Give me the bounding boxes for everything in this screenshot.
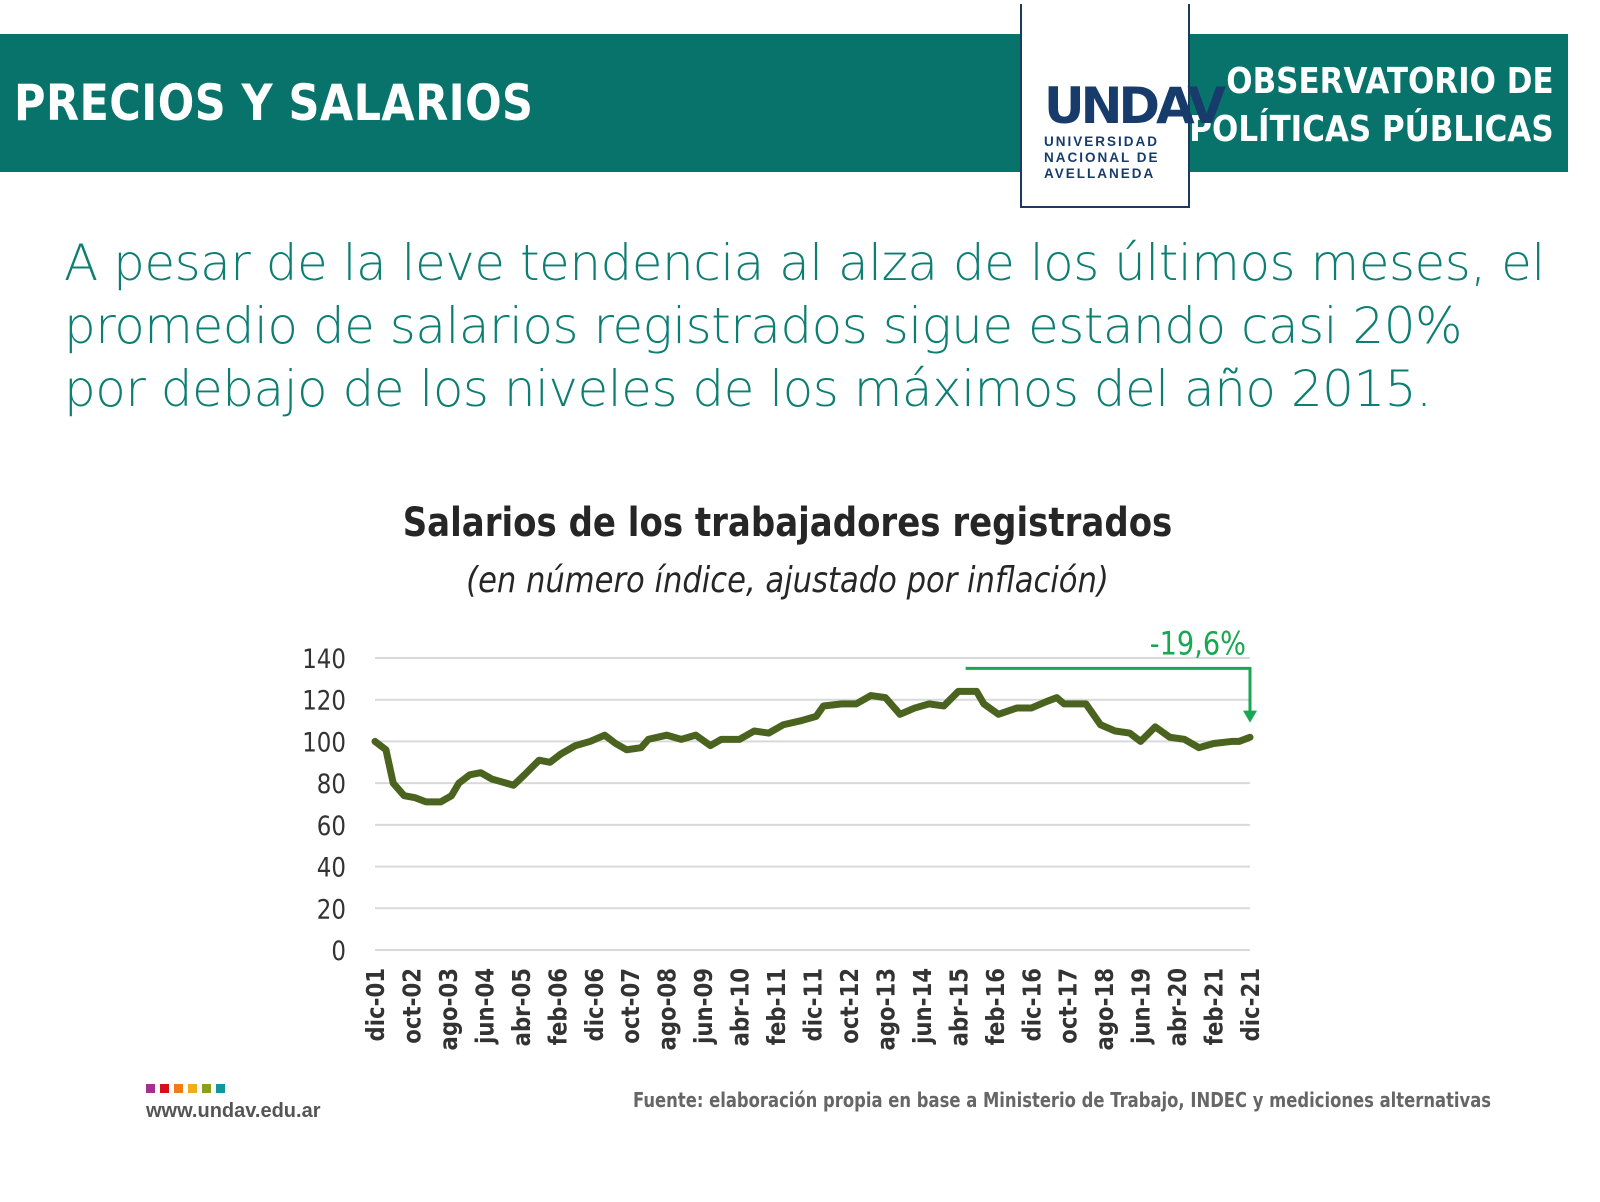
x-tick-label: ago-03 [434, 968, 463, 1051]
x-tick-label: dic-21 [1236, 968, 1265, 1041]
undav-logo: UNDAV UNIVERSIDAD NACIONAL DE AVELLANEDA [1020, 4, 1226, 208]
x-tick-label: jun-19 [1127, 968, 1156, 1045]
y-tick-label: 40 [317, 852, 346, 883]
x-tick-label: jun-04 [471, 968, 500, 1045]
website-link[interactable]: www.undav.edu.ar [146, 1100, 321, 1122]
logo-mark: UNDAV [1044, 77, 1226, 135]
x-tick-label: feb-21 [1200, 968, 1229, 1045]
x-tick-label: dic-11 [799, 968, 828, 1041]
x-tick-label: feb-16 [981, 968, 1010, 1045]
color-dot [146, 1084, 155, 1093]
color-dot [174, 1084, 183, 1093]
y-tick-label: 60 [317, 810, 346, 841]
x-tick-label: feb-06 [544, 968, 573, 1045]
y-tick-label: 20 [317, 894, 346, 925]
x-tick-label: abr-15 [945, 968, 974, 1046]
color-dot [202, 1084, 211, 1093]
color-dot [188, 1084, 197, 1093]
logo-line2: NACIONAL DE [1044, 150, 1160, 165]
arrow-down-icon [1243, 710, 1257, 723]
chart-subtitle: (en número índice, ajustado por inflació… [466, 560, 1109, 601]
y-tick-label: 0 [331, 935, 346, 966]
x-tick-label: ago-13 [872, 968, 901, 1051]
x-tick-label: dic-06 [580, 968, 609, 1041]
x-tick-label: ago-08 [653, 968, 682, 1051]
x-tick-label: dic-16 [1018, 968, 1047, 1041]
x-tick-label: jun-09 [689, 968, 718, 1045]
x-tick-label: oct-12 [835, 968, 864, 1044]
color-dot [160, 1084, 169, 1093]
x-tick-label: abr-20 [1163, 968, 1192, 1046]
annotation-bracket [965, 666, 1252, 713]
section-title: PRECIOS Y SALARIOS [14, 74, 534, 132]
x-tick-label: oct-02 [398, 968, 427, 1044]
y-tick-label: 120 [302, 685, 346, 716]
series-line [371, 687, 1254, 806]
logo-line3: AVELLANEDA [1044, 166, 1156, 181]
observatory-line2: POLÍTICAS PÚBLICAS [1189, 109, 1554, 150]
logo-text: UNIVERSIDAD NACIONAL DE AVELLANEDA [1044, 134, 1160, 182]
x-tick-label: oct-17 [1054, 968, 1083, 1044]
x-tick-label: abr-05 [507, 968, 536, 1046]
header-banner [0, 34, 1568, 172]
observatory-title: OBSERVATORIO DE POLÍTICAS PÚBLICAS [1190, 58, 1554, 154]
chart-title: Salarios de los trabajadores registrados [402, 500, 1173, 546]
x-tick-label: jun-14 [908, 968, 937, 1045]
x-tick-label: oct-07 [617, 968, 646, 1044]
y-tick-label: 80 [317, 768, 346, 799]
annotation-label: -19,6% [1150, 625, 1246, 663]
x-tick-label: dic-01 [361, 968, 390, 1041]
y-tick-label: 140 [302, 643, 346, 674]
x-tick-label: ago-18 [1091, 968, 1120, 1051]
brand-color-dots [146, 1084, 225, 1093]
x-tick-label: abr-10 [726, 968, 755, 1046]
line-chart: 0 20 40 60 80 100 120 140 dic-01 oct-02 ago-03 jun-… [302, 625, 1265, 1051]
logo-line1: UNIVERSIDAD [1044, 134, 1160, 149]
x-tick-label: feb-11 [762, 968, 791, 1045]
observatory-line1: OBSERVATORIO DE [1226, 61, 1554, 102]
y-tick-label: 100 [302, 727, 346, 758]
headline: A pesar de la leve tendencia al alza de … [64, 234, 1545, 418]
source-note: Fuente: elaboración propia en base a Min… [633, 1088, 1492, 1112]
color-dot [216, 1084, 225, 1093]
